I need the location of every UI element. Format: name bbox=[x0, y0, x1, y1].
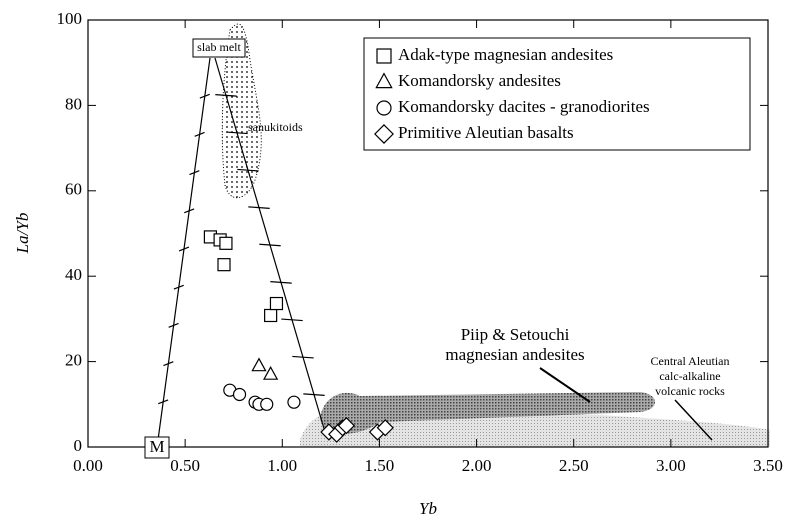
x-tick-label: 3.50 bbox=[753, 456, 783, 475]
y-axis-label: La/Yb bbox=[13, 213, 32, 255]
point bbox=[260, 397, 274, 411]
y-tick-label: 80 bbox=[65, 94, 82, 113]
mixing-tick bbox=[270, 281, 292, 284]
piip-field bbox=[320, 392, 655, 434]
leader-line bbox=[674, 399, 713, 441]
plot-frame bbox=[87, 19, 769, 448]
annotation: Central Aleutian bbox=[651, 354, 730, 368]
mixing-tick bbox=[259, 243, 281, 247]
y-tick-label: 0 bbox=[74, 436, 83, 455]
legend-marker bbox=[375, 72, 393, 89]
point bbox=[263, 365, 279, 380]
mixing-tick bbox=[226, 131, 248, 135]
mixing-tick bbox=[292, 355, 314, 359]
legend-marker bbox=[376, 100, 392, 116]
mixing-tick bbox=[281, 318, 303, 322]
x-tick-label: 2.50 bbox=[559, 456, 589, 475]
mixing-tick bbox=[158, 399, 169, 405]
y-tick-label: 20 bbox=[65, 351, 82, 370]
legend-label: Komandorsky dacites - granodiorites bbox=[398, 97, 650, 116]
point bbox=[376, 419, 394, 437]
x-tick-label: 1.00 bbox=[267, 456, 297, 475]
x-axis-label: Yb bbox=[419, 499, 437, 518]
mixing-lines bbox=[157, 57, 326, 441]
annotation: slab melt bbox=[197, 40, 241, 54]
point bbox=[251, 357, 267, 372]
sanukitoids-field bbox=[221, 23, 262, 198]
slab-melt-box bbox=[192, 38, 246, 58]
y-tick-label: 40 bbox=[65, 265, 82, 284]
annotation: M bbox=[149, 437, 164, 456]
mixing-tick bbox=[194, 131, 205, 137]
mixing-tick bbox=[178, 246, 190, 252]
mixing-tick bbox=[199, 93, 210, 99]
mixing-tick bbox=[215, 94, 237, 97]
legend-label: Adak-type magnesian andesites bbox=[398, 45, 613, 64]
x-tick-label: 1.50 bbox=[365, 456, 395, 475]
x-tick-label: 2.00 bbox=[462, 456, 492, 475]
point bbox=[217, 258, 231, 272]
point bbox=[232, 387, 247, 402]
point bbox=[337, 417, 356, 435]
mixing-tick bbox=[184, 208, 195, 214]
x-tick-label: 3.00 bbox=[656, 456, 686, 475]
fields bbox=[221, 23, 770, 447]
annotation: Piip & Setouchi bbox=[461, 325, 570, 344]
mixing-tick bbox=[163, 361, 174, 367]
x-tick-label: 0.50 bbox=[170, 456, 200, 475]
mixing-tick bbox=[237, 168, 259, 172]
y-tick-label: 60 bbox=[65, 180, 82, 199]
annotation: sanukitoids bbox=[248, 120, 303, 134]
annotation: volcanic rocks bbox=[655, 384, 725, 398]
mixing-tick bbox=[173, 284, 184, 290]
mixing-tick bbox=[303, 393, 325, 396]
legend-label: Komandorsky andesites bbox=[398, 71, 561, 90]
point bbox=[269, 296, 284, 311]
mixing-tick bbox=[189, 170, 200, 176]
legend-box bbox=[363, 37, 751, 151]
point bbox=[264, 308, 278, 323]
point bbox=[287, 395, 301, 409]
legend-marker bbox=[376, 48, 392, 64]
x-tick-label: 0.00 bbox=[73, 456, 103, 475]
legend-marker bbox=[374, 124, 394, 144]
mixing-tick bbox=[168, 322, 179, 328]
leader-line bbox=[539, 367, 591, 403]
legend-label: Primitive Aleutian basalts bbox=[398, 123, 574, 142]
mixing-tick bbox=[248, 206, 270, 209]
annotation: magnesian andesites bbox=[445, 345, 584, 364]
y-tick-label: 100 bbox=[57, 9, 83, 28]
point bbox=[219, 236, 233, 250]
m-box bbox=[144, 436, 170, 459]
annotation: calc-alkaline bbox=[659, 369, 720, 383]
